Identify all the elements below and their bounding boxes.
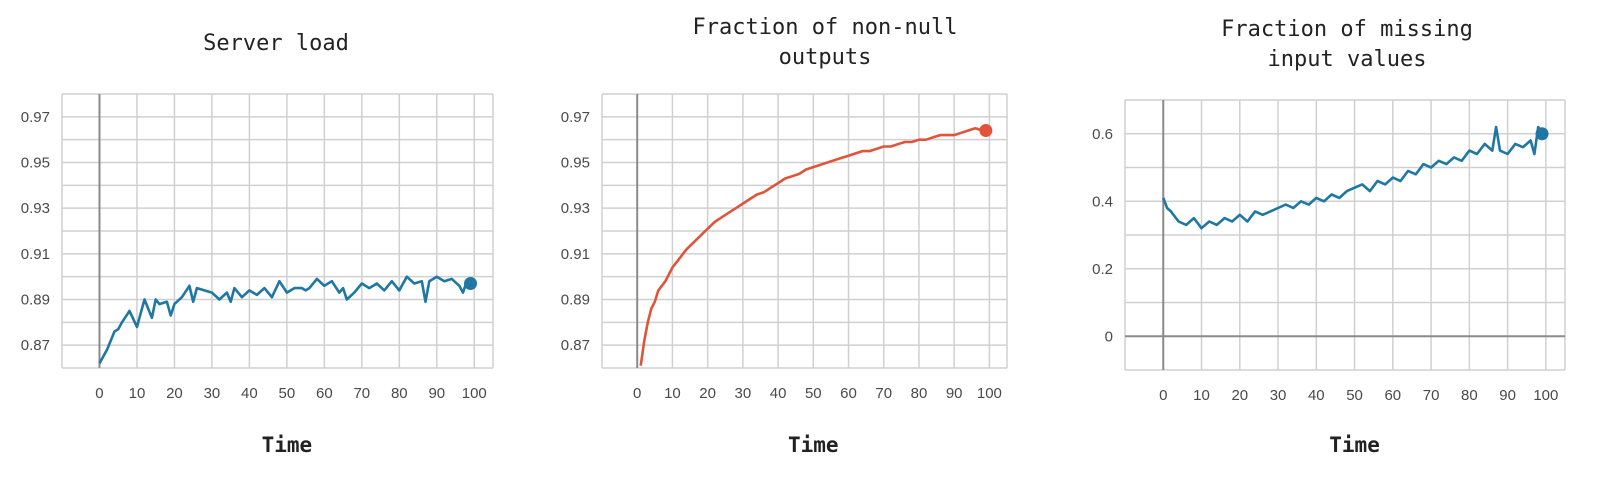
series-end-marker [464,277,478,291]
y-tick-label: 0.93 [21,200,50,217]
x-axis-label: Time [262,433,313,457]
x-tick-label: 100 [1533,387,1558,404]
missing-input-values-chart: Fraction of missing input values 0 0.2 0.4 0.… [1092,17,1566,457]
x-tick-label: 90 [1499,387,1516,404]
series-end-marker [1535,127,1549,141]
x-tick-label: 50 [805,385,822,402]
chart-title: input values [1268,47,1427,72]
x-tick-label: 100 [462,385,487,402]
y-tick-label: 0.87 [21,337,50,354]
y-tick-label: 0.97 [561,109,590,126]
x-tick-label: 90 [428,385,445,402]
grid [61,93,494,369]
series-line [1162,125,1544,230]
x-tick-label: 80 [911,385,928,402]
x-tick-label: 50 [279,385,296,402]
x-tick-label: 10 [129,385,146,402]
x-tick-label: 20 [1231,387,1248,404]
x-tick-label: 60 [1384,387,1401,404]
series-end-marker [979,124,993,138]
x-tick-label: 40 [1308,387,1325,404]
chart-title: Fraction of non-null [693,15,958,40]
x-tick-label: 60 [316,385,333,402]
non-null-outputs-chart: Fraction of non-null outputs 0.87 0.89 0.91 0… [561,15,1008,457]
x-tick-label: 40 [770,385,787,402]
x-tick-label: 40 [241,385,258,402]
chart-title: Server load [203,31,349,56]
x-tick-label: 80 [391,385,408,402]
y-tick-label: 0.91 [561,246,590,263]
y-tick-label: 0.89 [561,292,590,309]
y-tick-label: 0.97 [21,109,50,126]
series-line [639,127,986,366]
x-tick-label: 70 [353,385,370,402]
chart-title: Fraction of missing [1221,17,1473,42]
y-tick-label: 0.91 [21,246,50,263]
x-tick-label: 0 [95,385,103,402]
server-load-chart: Server load 0.87 0.89 0.91 0.93 0.95 0.97 0 10 20… [21,31,494,457]
x-axis-label: Time [1329,433,1380,457]
y-tick-label: 0.4 [1092,193,1113,210]
x-tick-label: 30 [1270,387,1287,404]
y-tick-label: 0.2 [1092,261,1113,278]
x-tick-label: 10 [664,385,681,402]
x-axis-label: Time [788,433,839,457]
y-tick-label: 0.95 [561,155,590,172]
x-tick-label: 60 [840,385,857,402]
chart-title: outputs [779,45,872,70]
x-tick-label: 20 [699,385,716,402]
y-tick-label: 0.89 [21,292,50,309]
x-tick-label: 10 [1193,387,1210,404]
x-tick-label: 50 [1346,387,1363,404]
series-line [98,275,472,365]
y-tick-label: 0.87 [561,337,590,354]
x-tick-label: 90 [946,385,963,402]
x-tick-label: 0 [1159,387,1167,404]
x-tick-label: 80 [1461,387,1478,404]
y-tick-label: 0.95 [21,155,50,172]
x-tick-label: 30 [204,385,221,402]
y-tick-label: 0 [1105,328,1113,345]
x-tick-label: 100 [977,385,1002,402]
x-tick-label: 70 [1423,387,1440,404]
x-tick-label: 0 [633,385,641,402]
x-tick-label: 30 [735,385,752,402]
x-tick-label: 20 [166,385,183,402]
y-tick-label: 0.6 [1092,126,1113,143]
y-tick-label: 0.93 [561,200,590,217]
x-tick-label: 70 [875,385,892,402]
